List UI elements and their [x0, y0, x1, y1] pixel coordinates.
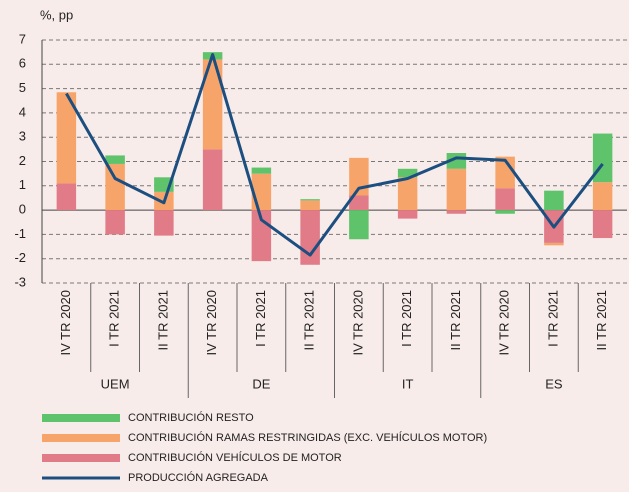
legend-label: CONTRIBUCIÓN RAMAS RESTRINGIDAS (EXC. VE…: [128, 431, 487, 444]
bar-segment: [105, 155, 125, 164]
legend-swatch: [42, 454, 120, 462]
bar-segment: [105, 163, 125, 211]
y-tick-label: 0: [19, 202, 26, 217]
bar-segment: [397, 210, 418, 219]
x-tick-label: II TR 2021: [594, 290, 609, 350]
x-tick-label: II TR 2021: [155, 290, 170, 350]
group-label: DE: [252, 376, 270, 391]
line-series: [65, 53, 604, 257]
legend-label: PRODUCCIÓN AGREGADA: [128, 471, 269, 484]
legend-swatch: [42, 414, 120, 422]
x-tick-label: IV TR 2020: [350, 290, 365, 356]
bar-segment: [446, 210, 467, 214]
y-tick-label: 2: [19, 153, 26, 168]
bar-segment: [202, 149, 223, 211]
bar-segment: [202, 59, 223, 150]
y-tick-label: 4: [19, 104, 26, 119]
bar-segment: [56, 92, 77, 184]
bar-segment: [592, 210, 613, 239]
x-tick-label: II TR 2021: [448, 290, 463, 350]
x-tick-label: I TR 2021: [399, 290, 414, 347]
y-axis-label: %, pp: [40, 7, 73, 22]
y-tick-label: 7: [19, 31, 26, 46]
x-tick-label: II TR 2021: [302, 290, 317, 350]
y-tick-label: -2: [14, 250, 26, 265]
group-label: ES: [545, 376, 563, 391]
y-tick-label: -1: [14, 226, 26, 241]
bar-segment: [495, 210, 515, 214]
x-tick-label: I TR 2021: [253, 290, 268, 347]
y-tick-label: 5: [19, 80, 26, 95]
y-tick-label: 1: [19, 177, 26, 192]
legend-label: CONTRIBUCIÓN RESTO: [128, 411, 254, 424]
bar-segment: [495, 188, 515, 211]
bar-segment: [544, 242, 564, 246]
bar-segment: [105, 210, 125, 235]
bar-segment: [397, 177, 418, 211]
bar-segment: [56, 183, 77, 211]
bar-segment: [592, 182, 613, 211]
y-tick-label: -3: [14, 274, 26, 289]
x-tick-label: IV TR 2020: [204, 290, 219, 356]
bar-segment: [446, 168, 467, 211]
x-tick-label: IV TR 2020: [497, 290, 512, 356]
bar-segment: [397, 168, 418, 178]
bar-segment: [349, 210, 369, 240]
bar-segment: [251, 167, 272, 174]
legend-label: CONTRIBUCIÓN VEHÍCULOS DE MOTOR: [128, 451, 342, 464]
group-label: UEM: [101, 376, 130, 391]
x-tick-label: I TR 2021: [107, 290, 122, 347]
x-tick-label: I TR 2021: [545, 290, 560, 347]
bar-segment: [300, 210, 320, 265]
bar-segment: [349, 195, 369, 211]
bar-segment: [544, 190, 564, 211]
x-tick-label: IV TR 2020: [58, 290, 73, 356]
bar-segment: [154, 210, 174, 236]
legend-swatch: [42, 434, 120, 442]
bar-segment: [300, 200, 320, 211]
y-tick-label: 6: [19, 56, 26, 71]
bar-segment: [300, 199, 320, 201]
group-label: IT: [402, 376, 414, 391]
y-tick-label: 3: [19, 129, 26, 144]
